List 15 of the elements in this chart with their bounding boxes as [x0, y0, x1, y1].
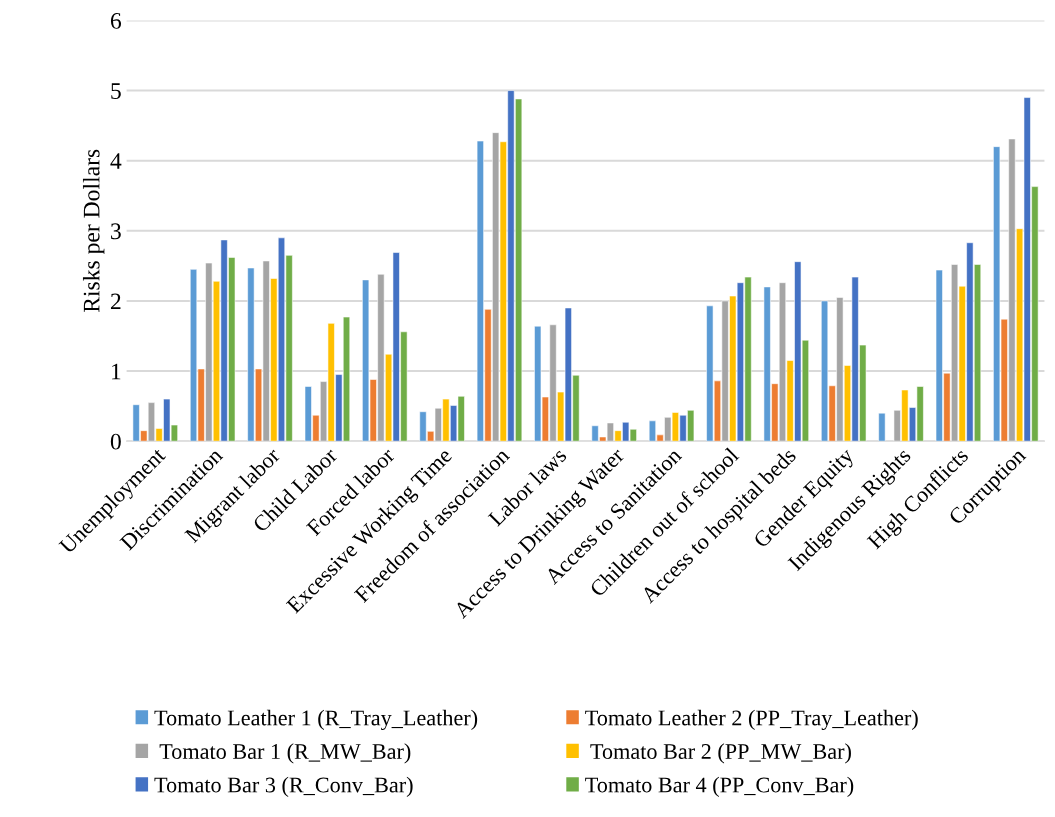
legend-label: Tomato Leather 2 (PP_Tray_Leather): [585, 709, 918, 731]
legend-label: Tomato Bar 4 (PP_Conv_Bar): [585, 776, 854, 797]
y-tick-label: 3: [111, 223, 121, 240]
y-axis-title: Risks per Dollars: [82, 149, 105, 313]
legend-label: Tomato Bar 1 (R_MW_Bar): [159, 743, 411, 764]
y-tick-label: 5: [111, 83, 121, 99]
y-tick-label: 6: [110, 12, 122, 29]
legend-label: Tomato Leather 1 (R_Tray_Leather): [154, 709, 478, 731]
y-tick-label: 2: [110, 293, 121, 310]
legend-label: Tomato Bar 3 (R_Conv_Bar): [154, 776, 413, 797]
y-tick-label: 1: [112, 363, 121, 380]
legend-label: Tomato Bar 2 (PP_MW_Bar): [590, 743, 851, 764]
y-tick-label: 0: [110, 433, 121, 450]
y-tick-label: 4: [110, 153, 122, 169]
bar: [878, 412, 886, 442]
